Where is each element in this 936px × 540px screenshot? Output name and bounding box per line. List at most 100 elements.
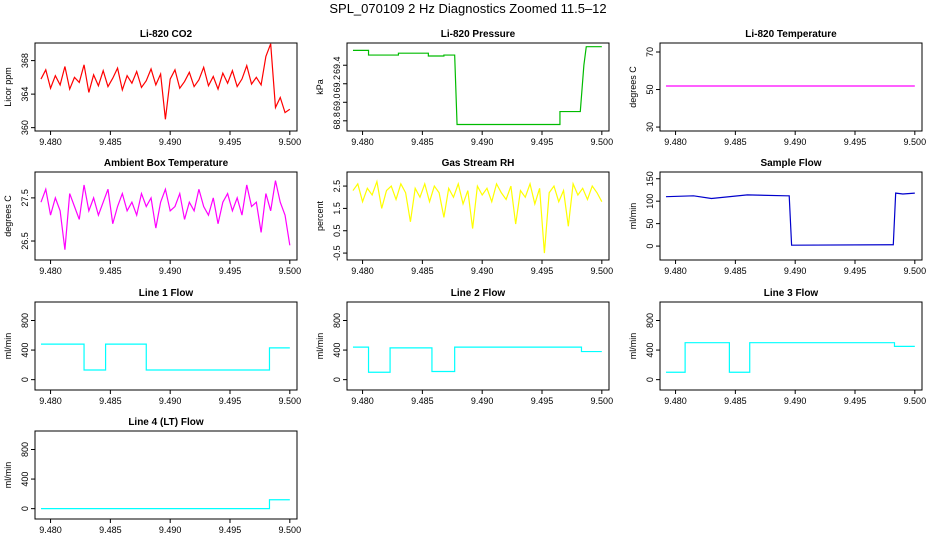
x-tick-label: 9.480 <box>351 266 374 276</box>
x-tick-label: 9.490 <box>159 525 182 535</box>
panel-title: Li-820 Temperature <box>745 29 837 40</box>
y-tick-label: 0 <box>332 377 342 382</box>
y-tick-label: 368 <box>20 53 30 68</box>
y-axis-label: Licor ppm <box>3 67 13 107</box>
panel-title: Gas Stream RH <box>442 158 515 169</box>
plot-frame <box>346 301 610 391</box>
y-tick-label: 70 <box>645 47 655 57</box>
y-tick-label: 800 <box>645 313 655 328</box>
data-line <box>40 499 290 510</box>
plot-frame <box>659 171 923 261</box>
y-tick-label: 364 <box>20 87 30 102</box>
plot-frame <box>34 42 298 132</box>
x-tick-label: 9.495 <box>531 137 554 147</box>
x-tick-label: 9.490 <box>471 137 494 147</box>
panel-title: Sample Flow <box>760 158 821 169</box>
x-tick-label: 9.485 <box>99 266 122 276</box>
y-tick-label: 69.0 <box>332 94 342 112</box>
y-tick-label: 0 <box>20 377 30 382</box>
data-line <box>352 46 602 126</box>
x-tick-label: 9.490 <box>159 396 182 406</box>
x-tick-label: 9.490 <box>784 396 807 406</box>
x-tick-label: 9.480 <box>664 137 687 147</box>
x-tick-label: 9.500 <box>279 525 302 535</box>
x-tick-label: 9.485 <box>724 396 747 406</box>
x-tick-label: 9.495 <box>844 266 867 276</box>
x-tick-label: 9.490 <box>471 396 494 406</box>
plot-frame <box>34 171 298 261</box>
y-tick-label: 800 <box>20 313 30 328</box>
y-axis-label: kPa <box>315 79 325 95</box>
data-line <box>40 343 290 371</box>
y-tick-label: 30 <box>645 122 655 132</box>
y-axis-label: ml/min <box>628 333 638 360</box>
plot-frame <box>34 301 298 391</box>
y-tick-label: 27.5 <box>20 189 30 207</box>
main-title: SPL_070109 2 Hz Diagnostics Zoomed 11.5–… <box>329 1 606 16</box>
x-tick-label: 9.490 <box>784 137 807 147</box>
data-line <box>665 192 915 246</box>
x-tick-label: 9.480 <box>664 396 687 406</box>
y-tick-label: 50 <box>645 85 655 95</box>
x-tick-label: 9.495 <box>531 266 554 276</box>
x-tick-label: 9.485 <box>411 266 434 276</box>
x-tick-label: 9.490 <box>471 266 494 276</box>
y-axis-label: ml/min <box>628 203 638 230</box>
y-tick-label: 800 <box>332 313 342 328</box>
x-tick-label: 9.485 <box>99 396 122 406</box>
x-tick-label: 9.500 <box>904 266 927 276</box>
x-tick-label: 9.485 <box>99 525 122 535</box>
data-line <box>352 346 602 373</box>
y-tick-label: 2.5 <box>332 180 342 193</box>
y-tick-label: 400 <box>332 343 342 358</box>
plot-frame <box>659 301 923 391</box>
data-line <box>40 43 291 120</box>
plot-frame <box>346 171 610 261</box>
plot-frame <box>346 42 610 132</box>
y-tick-label: 100 <box>645 194 655 209</box>
y-tick-label: 68.8 <box>332 112 342 130</box>
x-tick-label: 9.485 <box>411 137 434 147</box>
x-tick-label: 9.500 <box>591 137 614 147</box>
panel-title: Ambient Box Temperature <box>104 158 229 169</box>
y-tick-label: -0.5 <box>332 245 342 261</box>
y-tick-label: 69.2 <box>332 75 342 93</box>
x-tick-label: 9.495 <box>219 396 242 406</box>
x-tick-label: 9.495 <box>219 525 242 535</box>
panel-title: Line 3 Flow <box>764 288 819 299</box>
y-tick-label: 0 <box>645 244 655 249</box>
y-tick-label: 26.5 <box>20 232 30 250</box>
panel-title: Li-820 CO2 <box>140 29 193 40</box>
x-tick-label: 9.490 <box>159 137 182 147</box>
x-tick-label: 9.500 <box>904 396 927 406</box>
panel-title: Line 2 Flow <box>451 288 506 299</box>
y-tick-label: 400 <box>645 343 655 358</box>
plot-frame <box>659 42 923 132</box>
y-tick-label: 50 <box>645 219 655 229</box>
x-tick-label: 9.500 <box>279 266 302 276</box>
x-tick-label: 9.495 <box>219 137 242 147</box>
y-tick-label: 400 <box>20 343 30 358</box>
x-tick-label: 9.485 <box>99 137 122 147</box>
y-tick-label: 69.4 <box>332 56 342 74</box>
x-tick-label: 9.480 <box>39 266 62 276</box>
x-tick-label: 9.480 <box>351 396 374 406</box>
x-tick-label: 9.500 <box>279 396 302 406</box>
x-tick-label: 9.485 <box>724 266 747 276</box>
panel-title: Li-820 Pressure <box>441 29 516 40</box>
y-axis-label: percent <box>315 200 325 231</box>
y-tick-label: 360 <box>20 120 30 135</box>
y-tick-label: 400 <box>20 472 30 487</box>
y-tick-label: 150 <box>645 171 655 186</box>
y-axis-label: degrees C <box>3 195 13 237</box>
y-axis-label: ml/min <box>3 333 13 360</box>
x-tick-label: 9.480 <box>39 137 62 147</box>
x-tick-label: 9.485 <box>724 137 747 147</box>
x-tick-label: 9.480 <box>664 266 687 276</box>
data-line <box>665 342 915 373</box>
y-axis-label: ml/min <box>315 333 325 360</box>
x-tick-label: 9.495 <box>531 396 554 406</box>
data-line <box>40 180 291 250</box>
x-tick-label: 9.490 <box>784 266 807 276</box>
